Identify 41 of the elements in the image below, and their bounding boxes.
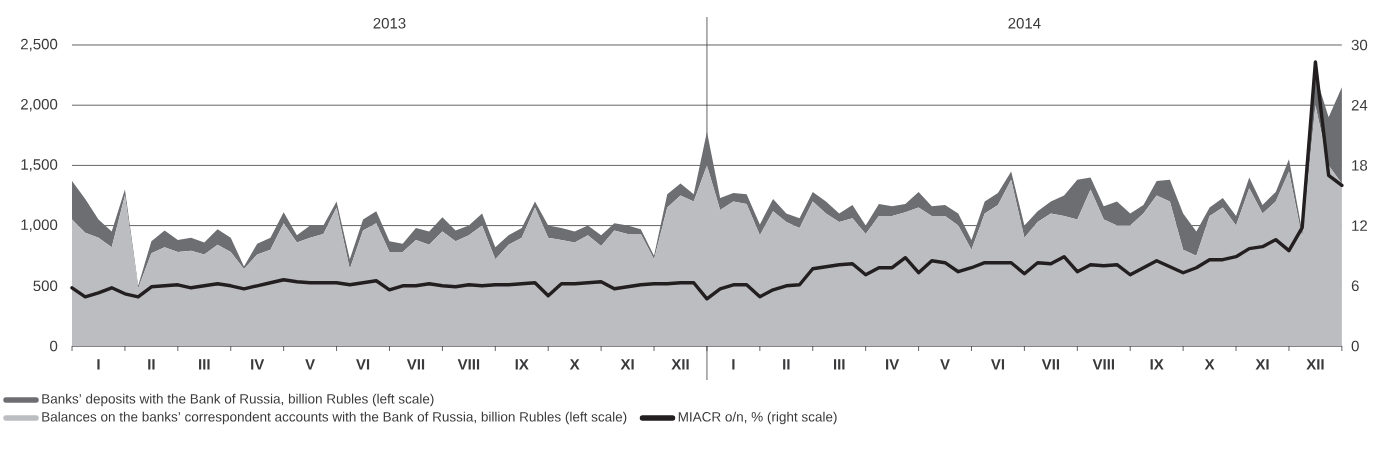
x-tick-label: VI [356, 359, 370, 370]
x-tick-label: III [833, 359, 845, 370]
x-tick-label: V [305, 359, 316, 370]
x-tick-label: X [1204, 359, 1215, 370]
x-tick-label: IX [515, 359, 529, 370]
legend-label: Balances on the banks’ correspondent accounts with the Bank of Russia, billion Rubles (left scale) [42, 411, 627, 425]
x-tick-label: I [732, 359, 735, 370]
x-tick-label: XI [620, 359, 634, 370]
x-tick-label: I [97, 359, 100, 370]
x-tick-label: X [569, 359, 580, 370]
legend-label: Banks’ deposits with the Bank of Russia, billion Rubles (left scale) [42, 393, 434, 407]
legend-label: MIACR o/n, % (right scale) [678, 411, 837, 425]
x-tick-label: IV [251, 359, 265, 370]
x-tick-label: IV [886, 359, 900, 370]
x-tick-label: II [783, 359, 790, 370]
y2-tick-label: 0 [1351, 340, 1359, 352]
x-tick-label: II [148, 359, 155, 370]
x-tick-label: XI [1255, 359, 1269, 370]
x-tick-label: IX [1150, 359, 1164, 370]
y-tick-label: 1,500 [21, 159, 58, 172]
x-tick-label: XII [671, 359, 689, 370]
x-tick-label: III [199, 359, 210, 370]
x-tick-label: VI [990, 359, 1005, 370]
x-tick-label: XII [1306, 359, 1324, 370]
y2-tick-label: 24 [1351, 99, 1368, 111]
text: 2013 [373, 17, 406, 29]
y-tick-label: 2,000 [21, 98, 58, 112]
x-tick-label: V [940, 359, 950, 370]
y2-tick-label: 6 [1351, 280, 1359, 292]
x-tick-label: VII [1041, 359, 1060, 370]
x-tick-label: VIII [1092, 359, 1115, 370]
y-tick-label: 0 [50, 340, 58, 352]
y-tick-label: 500 [33, 280, 58, 292]
y2-tick-label: 18 [1352, 160, 1368, 171]
y-tick-label: 2,500 [21, 38, 58, 52]
y-tick-label: 1,000 [21, 219, 58, 232]
x-tick-label: VIII [457, 359, 480, 370]
text: 2014 [1008, 17, 1041, 29]
x-tick-label: VII [406, 359, 425, 370]
y2-tick-label: 12 [1352, 220, 1367, 231]
y2-tick-label: 30 [1351, 39, 1368, 51]
